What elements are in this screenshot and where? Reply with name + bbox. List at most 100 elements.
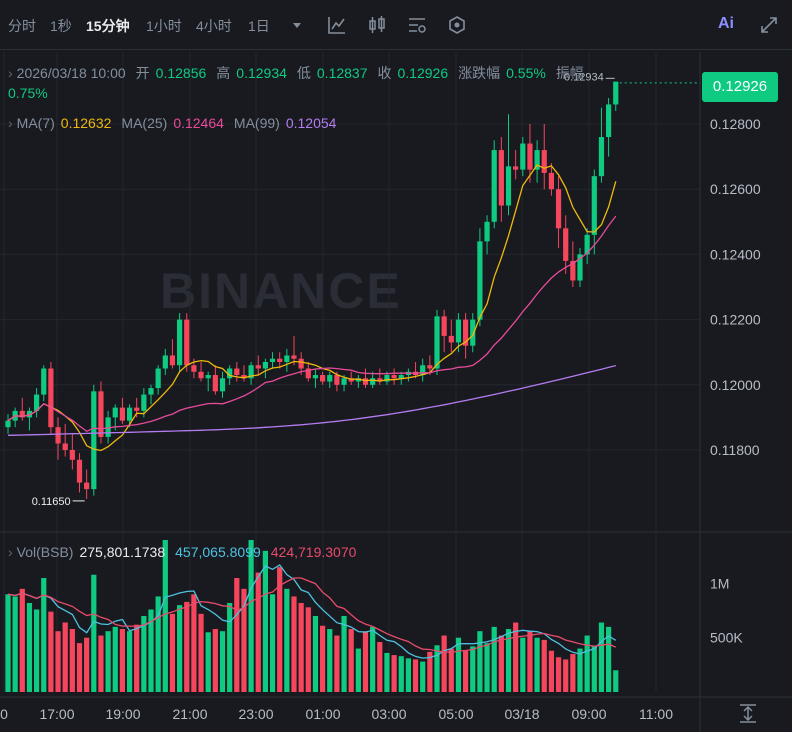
candle-body bbox=[420, 365, 426, 376]
open-value: 0.12856 bbox=[155, 65, 207, 81]
volume-bar bbox=[591, 646, 597, 692]
volume-bar bbox=[155, 596, 161, 692]
ma25-line bbox=[7, 215, 617, 433]
volume-bar bbox=[384, 652, 390, 692]
candle-body bbox=[162, 355, 168, 369]
volume-bar bbox=[98, 635, 104, 692]
candle-body bbox=[327, 375, 333, 382]
candle-style-icon[interactable] bbox=[366, 14, 388, 36]
volume-bar bbox=[505, 629, 512, 692]
volume-bar bbox=[341, 616, 347, 692]
candle-body bbox=[570, 260, 576, 281]
amplitude-value: 0.75% bbox=[8, 85, 48, 101]
candle-body bbox=[591, 176, 597, 235]
interval-4h[interactable]: 4小时 bbox=[196, 18, 232, 34]
candle-body bbox=[212, 375, 218, 392]
candle-body bbox=[513, 166, 519, 170]
low-label: 低 bbox=[296, 65, 311, 81]
x-tick-label: 03:00 bbox=[371, 706, 406, 722]
vol-ma1-line bbox=[7, 564, 617, 659]
candle-body bbox=[584, 234, 590, 255]
dropdown-caret-icon[interactable] bbox=[286, 14, 308, 36]
candle-body bbox=[26, 410, 33, 418]
volume-bar bbox=[262, 550, 268, 692]
candle-body bbox=[34, 394, 40, 411]
candle-body bbox=[534, 150, 540, 170]
expand-icon[interactable] bbox=[758, 14, 780, 36]
candle-body bbox=[563, 228, 569, 261]
volume-bar bbox=[491, 626, 497, 692]
candle-body bbox=[155, 368, 161, 389]
volume-bar bbox=[191, 594, 197, 692]
volume-bar bbox=[477, 631, 483, 692]
change-label: 涨跌幅 bbox=[458, 65, 501, 81]
volume-bar bbox=[520, 637, 526, 692]
candle-body bbox=[119, 407, 125, 421]
x-tick-label: 09:00 bbox=[571, 706, 606, 722]
candle-body bbox=[262, 361, 268, 369]
candle-body bbox=[5, 420, 11, 428]
candle-body bbox=[219, 378, 226, 392]
volume-bar bbox=[370, 626, 376, 692]
volume-bar bbox=[441, 635, 447, 692]
hexagon-tools-icon[interactable] bbox=[446, 14, 468, 36]
change-value: 0.55% bbox=[506, 65, 546, 81]
volume-bar bbox=[227, 602, 233, 692]
collapse-chevron-icon[interactable]: › bbox=[8, 544, 13, 560]
interval-1h[interactable]: 1小时 bbox=[146, 18, 182, 34]
volume-bar bbox=[148, 609, 154, 692]
high-marker-label: 0.12934 bbox=[564, 71, 604, 83]
volume-bar bbox=[377, 642, 383, 692]
volume-bar bbox=[298, 602, 304, 692]
volume-bar bbox=[119, 629, 125, 692]
candle-body bbox=[169, 355, 176, 366]
ai-icon[interactable]: Ai bbox=[718, 15, 734, 32]
volume-bar bbox=[62, 622, 68, 692]
indicator-chart-icon[interactable] bbox=[326, 14, 348, 36]
volume-bar bbox=[584, 635, 590, 692]
volume-bar bbox=[563, 659, 569, 692]
volume-bar bbox=[291, 596, 297, 692]
candle-body bbox=[105, 417, 111, 437]
volume-bar bbox=[134, 624, 140, 692]
candle-body bbox=[48, 368, 54, 428]
candle-body bbox=[348, 378, 354, 382]
collapse-chevron-icon[interactable]: › bbox=[8, 115, 13, 131]
vol-label: Vol(BSB) bbox=[16, 544, 74, 560]
collapse-chevron-icon[interactable]: › bbox=[8, 65, 13, 81]
candle-body bbox=[606, 104, 612, 138]
candle-body bbox=[427, 365, 433, 369]
candle-body bbox=[234, 368, 240, 376]
candle-body bbox=[98, 391, 104, 437]
volume-bar bbox=[219, 631, 226, 692]
candle-body bbox=[312, 375, 319, 379]
candle-body bbox=[126, 407, 133, 421]
volume-bar bbox=[405, 658, 411, 692]
interval-1d[interactable]: 1日 bbox=[248, 18, 270, 34]
settings-sliders-icon[interactable] bbox=[406, 14, 428, 36]
candle-body bbox=[548, 172, 554, 190]
volume-bar bbox=[412, 659, 419, 692]
interval-1s[interactable]: 1秒 bbox=[50, 18, 72, 34]
volume-bar bbox=[284, 588, 290, 692]
volume-bar bbox=[606, 626, 612, 692]
interval-15m[interactable]: 15分钟 bbox=[86, 18, 130, 34]
volume-bar bbox=[362, 631, 369, 692]
volume-bar bbox=[348, 629, 354, 692]
volume-bar bbox=[527, 631, 533, 692]
interval-time-share[interactable]: 分时 bbox=[8, 18, 36, 34]
candle-body bbox=[527, 143, 533, 170]
candle-body bbox=[484, 221, 490, 242]
x-tick-label: 17:00 bbox=[39, 706, 74, 722]
x-tick-label: 0 bbox=[0, 706, 8, 722]
candle-body bbox=[41, 368, 47, 395]
scale-toggle-button[interactable] bbox=[700, 697, 792, 732]
candle-body bbox=[277, 358, 283, 362]
vol-value-1: 275,801.1738 bbox=[79, 544, 166, 560]
volume-bar bbox=[269, 594, 276, 692]
interval-toolbar: 分时 1秒 15分钟 1小时 4小时 1日 Ai bbox=[0, 0, 792, 50]
volume-bar bbox=[541, 639, 547, 692]
volume-bar bbox=[391, 655, 397, 692]
ma7-line bbox=[7, 164, 617, 452]
